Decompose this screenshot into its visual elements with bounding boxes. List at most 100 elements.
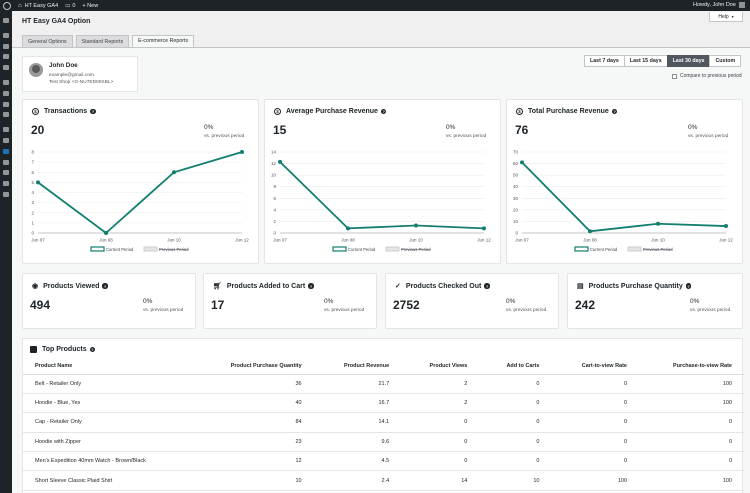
table-cell: 16.7 <box>313 393 402 414</box>
help-icon[interactable]: ? <box>611 108 618 115</box>
help-label: Help <box>718 13 729 20</box>
help-icon[interactable]: ? <box>308 283 314 289</box>
range-last-7-days[interactable]: Last 7 days <box>584 55 625 67</box>
avatar-mini[interactable] <box>739 2 745 8</box>
x-tick-label: Jun 07 <box>515 238 529 243</box>
compare-checkbox[interactable] <box>672 73 677 79</box>
table-cell: 0 <box>401 451 480 472</box>
check-icon: ✓ <box>395 283 401 290</box>
x-tick-label: Jun 12 <box>235 238 249 243</box>
table-cell: 0 <box>551 374 639 394</box>
chart-title: Total Purchase Revenue <box>528 108 609 115</box>
table-cell: 2 <box>401 374 480 394</box>
col-purchase-to-view-rate[interactable]: Purchase-to-view Rate <box>639 359 744 375</box>
dashboard-icon[interactable] <box>3 18 9 23</box>
comments-menu-icon[interactable] <box>3 65 9 71</box>
col-add-to-carts[interactable]: Add to Carts <box>479 359 552 375</box>
stat-value: 17 <box>211 298 225 312</box>
woocommerce-icon[interactable] <box>3 79 9 85</box>
chart-title: Transactions <box>44 108 88 115</box>
col-product-views[interactable]: Product Views <box>401 359 480 375</box>
range-last-30-days[interactable]: Last 30 days <box>666 55 711 67</box>
y-tick-label: 10 <box>513 219 519 224</box>
site-name-link[interactable]: HT Easy GA4 <box>24 2 59 9</box>
data-point <box>278 159 282 164</box>
data-point <box>172 170 176 175</box>
help-icon[interactable]: ? <box>102 283 108 289</box>
posts-icon[interactable] <box>3 32 9 38</box>
table-cell: 14 <box>401 470 480 491</box>
col-product-name[interactable]: Product Name <box>23 359 194 375</box>
table-cell: 100 <box>639 374 744 394</box>
report-tabs: General Options Standard Reports E-comme… <box>22 35 195 47</box>
range-last-15-days[interactable]: Last 15 days <box>623 55 668 67</box>
x-tick-label: Jun 07 <box>273 238 287 243</box>
table-row: Hoodie - Blue, Yes 40 16.7 2 0 0 100 <box>23 393 744 414</box>
table-cell: 23 <box>193 432 314 453</box>
data-point <box>240 150 244 154</box>
user-name: John Doe <box>49 62 78 69</box>
analytics-icon[interactable] <box>3 101 9 107</box>
help-icon[interactable]: ? <box>380 108 387 115</box>
help-button[interactable]: Help ▾ <box>709 12 743 22</box>
admin-sidebar <box>0 11 12 493</box>
stat-vs-label: vs. previous period <box>324 308 365 313</box>
x-tick-label: Jun 10 <box>651 238 665 243</box>
metric-vs-label: vs. previous period <box>204 134 245 139</box>
collapse-menu-icon[interactable] <box>3 191 9 197</box>
col-cart-to-view-rate[interactable]: Cart-to-view Rate <box>551 359 639 375</box>
tab-standard-reports[interactable]: Standard Reports <box>75 35 130 47</box>
appearance-icon[interactable] <box>3 127 9 133</box>
comments-icon[interactable]: ▭ <box>65 2 71 9</box>
howdy-link[interactable]: Howdy, John Doe <box>692 2 736 8</box>
media-icon[interactable] <box>3 43 9 49</box>
stat-vs-label: vs. previous period <box>506 308 547 313</box>
stat-vs-label: vs. previous period <box>143 308 184 313</box>
tools-icon[interactable] <box>3 170 9 176</box>
table-cell: 10 <box>193 470 314 491</box>
plugins-icon[interactable] <box>3 137 9 143</box>
comments-count[interactable]: 0 <box>72 2 76 9</box>
help-icon[interactable]: ? <box>484 283 490 289</box>
product-name-cell: Cap - Retailer Only <box>23 412 194 433</box>
home-icon[interactable]: ⌂ <box>18 2 22 9</box>
dollar-icon: $ <box>516 108 523 115</box>
tab-ecommerce-reports[interactable]: E-commerce Reports <box>132 35 195 47</box>
top-products-panel: Top Products ? Product Name Product Purc… <box>22 338 744 493</box>
x-tick-label: Jun 07 <box>31 238 45 243</box>
tab-general-options[interactable]: General Options <box>22 35 73 47</box>
users-icon[interactable] <box>3 159 9 165</box>
product-name-cell: Belt - Retailer Only <box>23 374 194 394</box>
legend-previous-swatch <box>627 246 642 252</box>
product-name-cell: Men's Expedition 40mm Watch - Brown/Blac… <box>23 451 194 472</box>
top-products-table: Product Name Product Purchase Quantity P… <box>23 359 744 491</box>
col-purchase-quantity[interactable]: Product Purchase Quantity <box>193 359 314 375</box>
pages-icon[interactable] <box>3 54 9 60</box>
help-icon[interactable]: ? <box>89 346 96 353</box>
help-icon[interactable]: ? <box>685 283 692 289</box>
product-name-cell: Hoodie with Zipper <box>23 432 194 453</box>
data-point <box>520 160 524 165</box>
col-product-revenue[interactable]: Product Revenue <box>313 359 402 375</box>
range-custom[interactable]: Custom <box>709 55 742 67</box>
ht-easy-ga4-icon[interactable] <box>3 148 9 154</box>
stat-change: 0% <box>324 298 334 305</box>
legend-current-swatch <box>332 246 347 252</box>
new-content-link[interactable]: + New <box>82 2 99 9</box>
stat-vs-label: vs. previous period <box>690 308 731 313</box>
help-icon[interactable]: ? <box>90 108 96 115</box>
products-icon[interactable] <box>3 90 9 96</box>
dollar-icon: $ <box>274 108 281 115</box>
current-period-line <box>37 151 243 235</box>
marketing-icon[interactable] <box>3 112 9 118</box>
stat-card-products-checked-out: ✓ Products Checked Out? 2752 0% vs. previ… <box>385 273 559 329</box>
user-card: John Doe example@gmail.com Test Shop <G-… <box>22 56 138 92</box>
page-title: HT Easy GA4 Option <box>22 18 91 25</box>
wordpress-logo-icon[interactable] <box>3 1 11 10</box>
compare-toggle[interactable]: Compare to previous period <box>672 73 742 79</box>
settings-icon[interactable] <box>3 181 9 187</box>
legend-current-swatch <box>574 246 589 252</box>
table-cell: 21.7 <box>313 374 402 394</box>
metric-change: 0% <box>446 124 456 131</box>
legend-previous-swatch <box>143 246 158 252</box>
